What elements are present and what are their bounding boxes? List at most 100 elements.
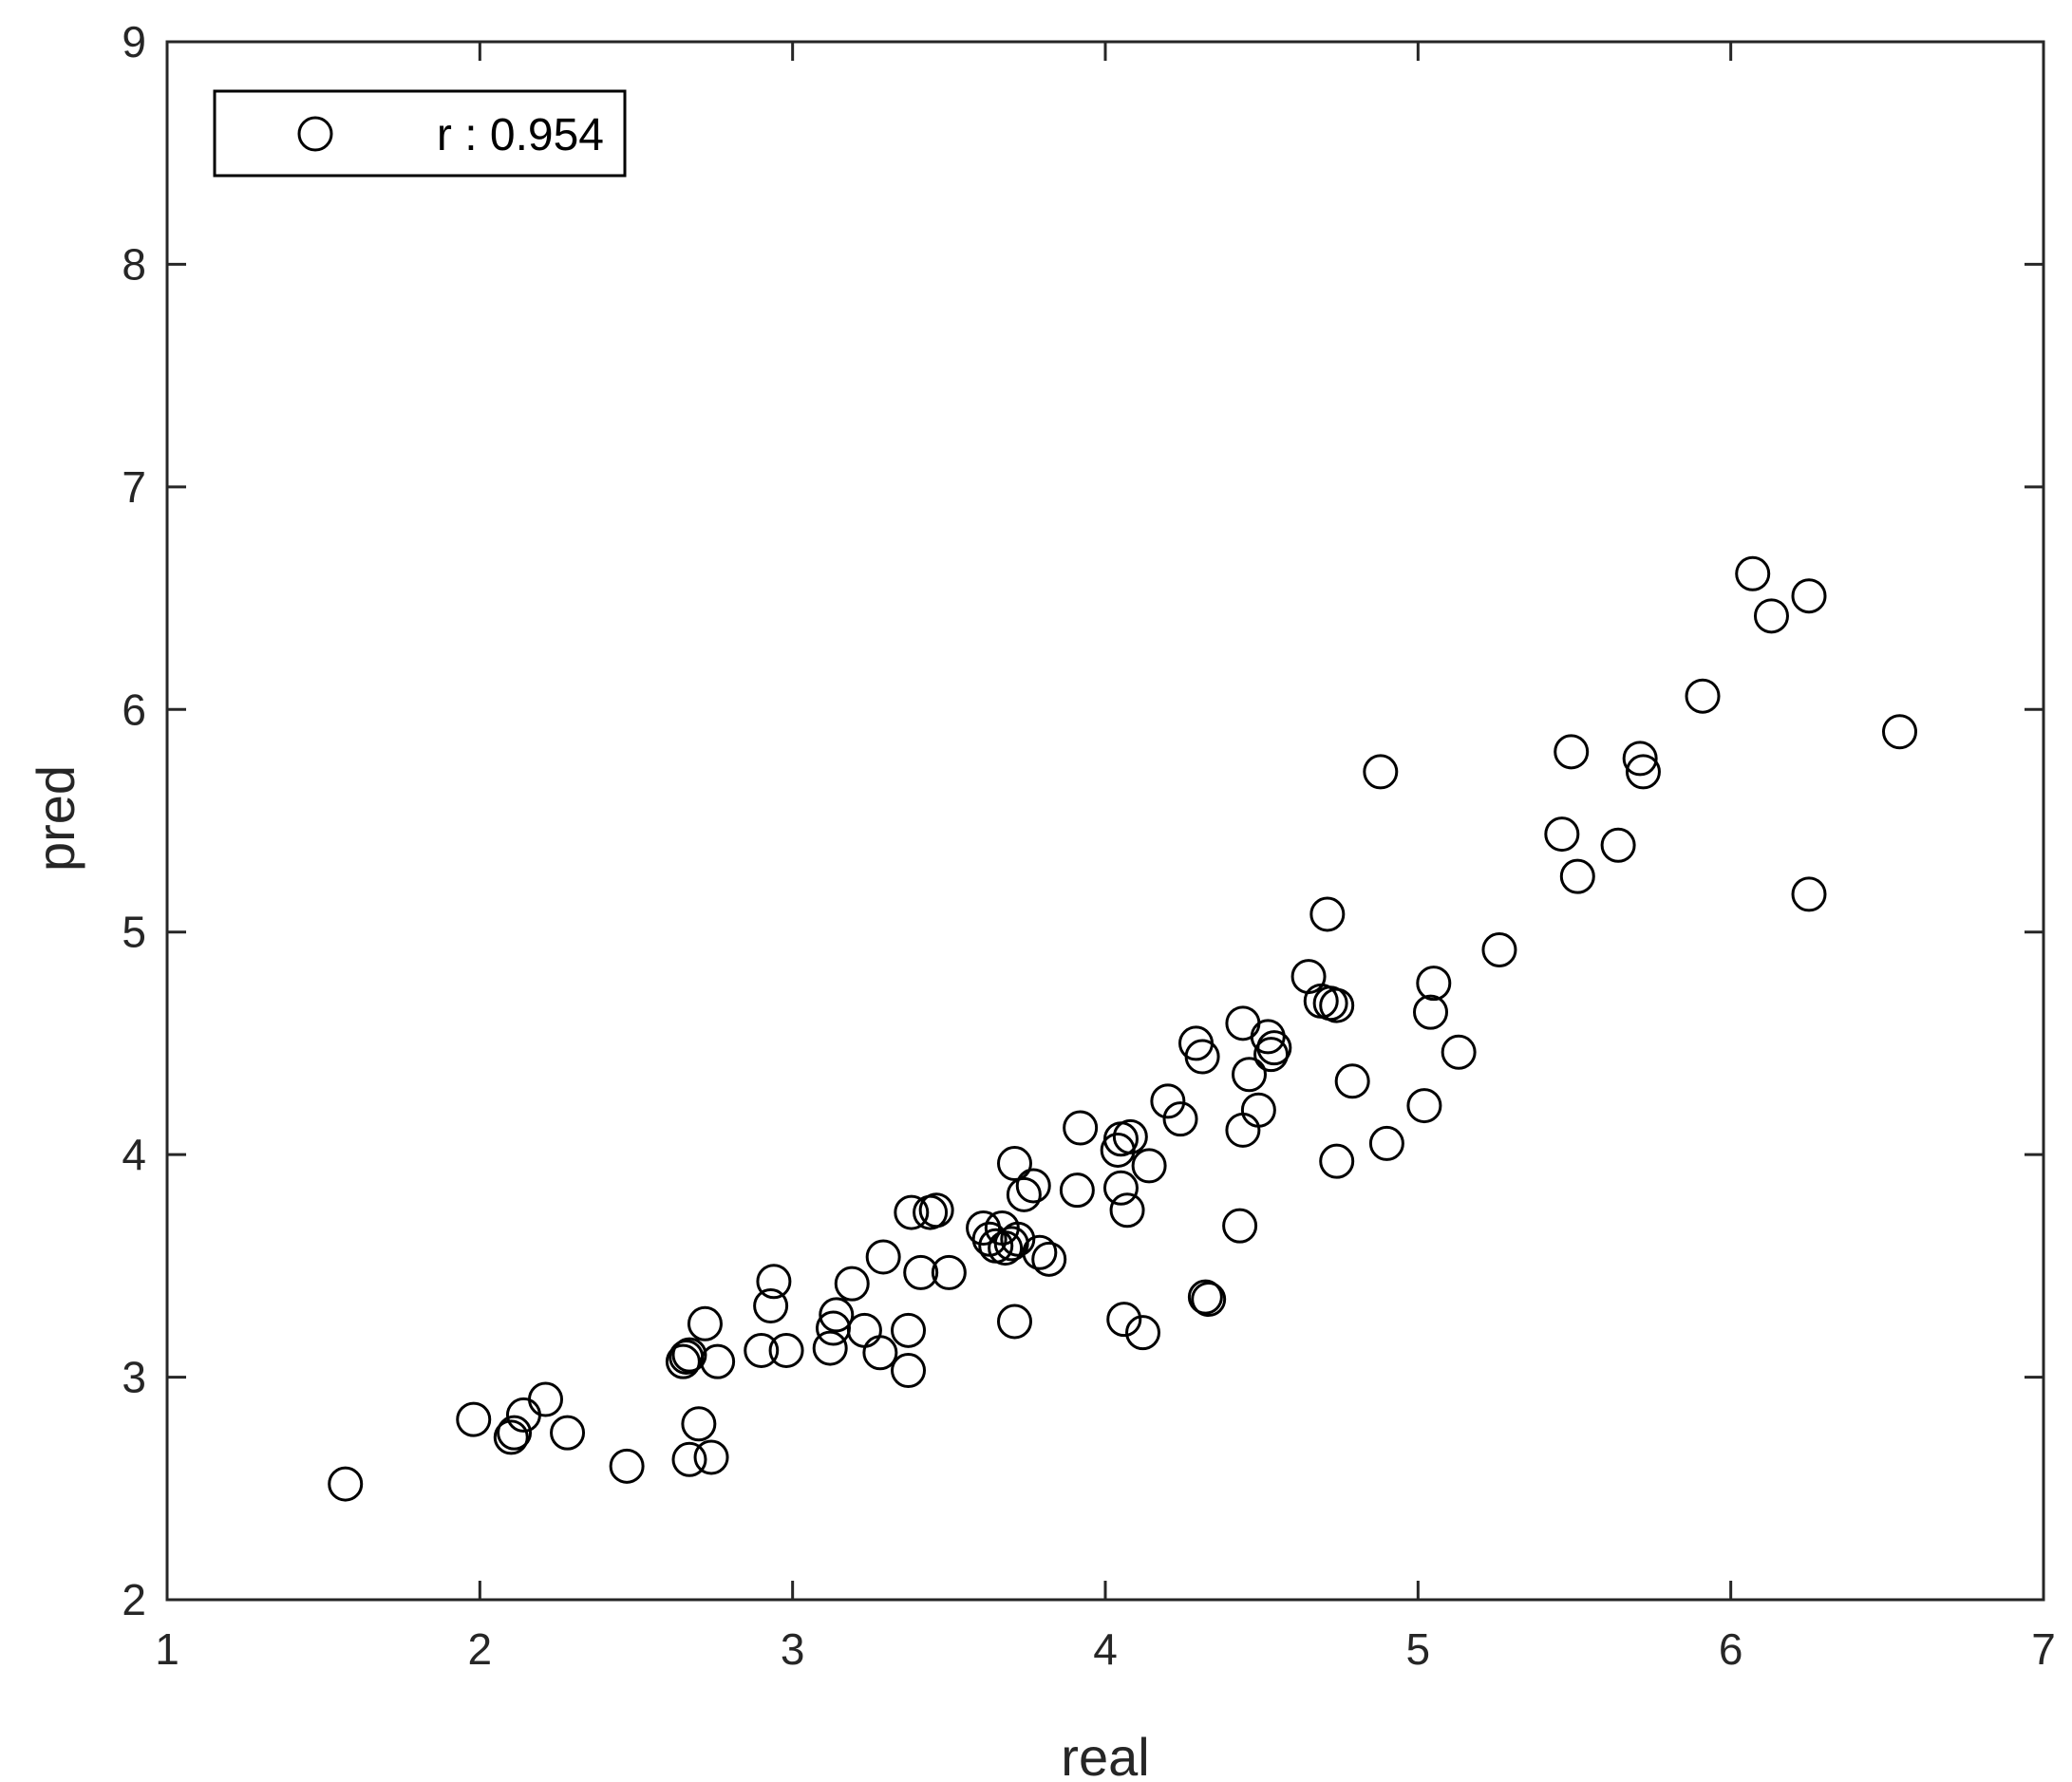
y-tick-label: 5 xyxy=(122,908,146,957)
data-point xyxy=(1416,966,1452,1002)
data-point xyxy=(550,1415,586,1451)
data-point xyxy=(497,1415,533,1451)
data-point xyxy=(681,1406,717,1442)
legend-box xyxy=(213,89,627,178)
x-tick-label: 3 xyxy=(781,1624,805,1674)
data-point xyxy=(1481,931,1517,967)
data-point xyxy=(1240,1092,1276,1128)
legend: r : 0.954 xyxy=(213,89,627,178)
data-point xyxy=(753,1288,789,1324)
data-point xyxy=(1184,1039,1220,1075)
data-point xyxy=(1413,994,1449,1030)
data-point xyxy=(1253,1037,1290,1073)
data-point xyxy=(1125,1315,1161,1351)
data-point xyxy=(693,1439,729,1475)
data-point xyxy=(1791,876,1827,912)
data-point xyxy=(1882,714,1918,750)
data-point xyxy=(862,1335,898,1371)
data-point xyxy=(1554,734,1590,770)
y-axis-label: pred xyxy=(26,765,85,872)
data-point xyxy=(931,1254,967,1290)
x-tick-label: 6 xyxy=(1719,1624,1743,1674)
data-point xyxy=(1441,1034,1477,1070)
data-point xyxy=(1222,1208,1258,1244)
data-point xyxy=(1015,1168,1051,1204)
data-point xyxy=(1102,1170,1139,1206)
y-tick-label: 4 xyxy=(122,1130,146,1179)
data-point xyxy=(1031,1241,1067,1277)
data-point xyxy=(687,1305,723,1341)
data-point xyxy=(1309,896,1346,932)
data-point xyxy=(996,1304,1032,1340)
data-point xyxy=(1559,858,1595,894)
data-point xyxy=(1334,1063,1370,1099)
data-point xyxy=(812,1330,848,1366)
x-tick-label: 2 xyxy=(468,1624,493,1674)
x-tick-label: 4 xyxy=(1093,1624,1118,1674)
data-point xyxy=(903,1254,939,1290)
data-point xyxy=(1162,1101,1198,1137)
y-tick-label: 9 xyxy=(122,17,146,66)
data-point xyxy=(1006,1176,1042,1212)
data-point xyxy=(1622,741,1658,777)
data-point xyxy=(988,1230,1024,1266)
data-point xyxy=(891,1353,927,1389)
y-tick-label: 3 xyxy=(122,1353,146,1402)
data-point xyxy=(891,1312,927,1348)
data-point xyxy=(1368,1125,1404,1161)
data-point xyxy=(1191,1282,1227,1318)
data-point xyxy=(744,1332,780,1368)
data-point xyxy=(665,1343,701,1379)
data-point xyxy=(527,1381,563,1417)
data-point xyxy=(996,1146,1032,1182)
data-point xyxy=(1319,1143,1355,1179)
data-point xyxy=(819,1297,855,1333)
plot-area xyxy=(165,40,2045,1602)
x-axis-ticks: 1 2 3 4 5 6 7 xyxy=(155,42,2056,1674)
data-point xyxy=(1000,1221,1036,1257)
data-point xyxy=(1791,578,1827,614)
x-tick-label: 5 xyxy=(1406,1624,1431,1674)
data-point xyxy=(1059,1172,1095,1209)
data-point xyxy=(1109,1192,1145,1229)
data-point xyxy=(834,1266,870,1302)
y-tick-label: 6 xyxy=(122,685,146,734)
data-point xyxy=(756,1264,792,1300)
data-point xyxy=(1363,754,1399,790)
data-point xyxy=(1106,1302,1142,1338)
y-axis-ticks: 2 3 4 5 6 7 8 9 xyxy=(122,17,2044,1624)
legend-marker xyxy=(297,116,333,152)
data-point xyxy=(1625,754,1661,790)
legend-series-label: r : 0.954 xyxy=(437,110,604,160)
data-point xyxy=(894,1194,930,1230)
data-point xyxy=(918,1192,954,1229)
x-axis-label: real xyxy=(1061,1727,1149,1782)
data-point xyxy=(1063,1110,1099,1146)
data-point xyxy=(1685,678,1721,714)
data-point xyxy=(609,1448,645,1484)
data-point xyxy=(1735,555,1771,591)
data-point xyxy=(1112,1118,1148,1154)
data-point xyxy=(456,1401,492,1437)
data-point xyxy=(1022,1234,1058,1270)
data-point xyxy=(768,1332,804,1368)
data-point xyxy=(1150,1083,1186,1119)
data-point xyxy=(328,1466,364,1502)
data-point xyxy=(1600,827,1636,863)
data-point xyxy=(1131,1148,1167,1184)
data-point xyxy=(865,1239,901,1275)
y-tick-label: 7 xyxy=(122,462,146,512)
data-point xyxy=(1406,1088,1442,1124)
y-tick-label: 8 xyxy=(122,239,146,289)
data-point xyxy=(1319,987,1355,1023)
data-point xyxy=(1256,1030,1292,1066)
x-tick-label: 1 xyxy=(155,1624,179,1674)
data-point xyxy=(1544,816,1580,853)
data-point xyxy=(700,1343,736,1379)
data-point xyxy=(1231,1057,1267,1093)
x-tick-label: 7 xyxy=(2031,1624,2056,1674)
data-point xyxy=(671,1337,707,1373)
data-point xyxy=(1187,1279,1223,1315)
data-point xyxy=(1753,598,1789,634)
